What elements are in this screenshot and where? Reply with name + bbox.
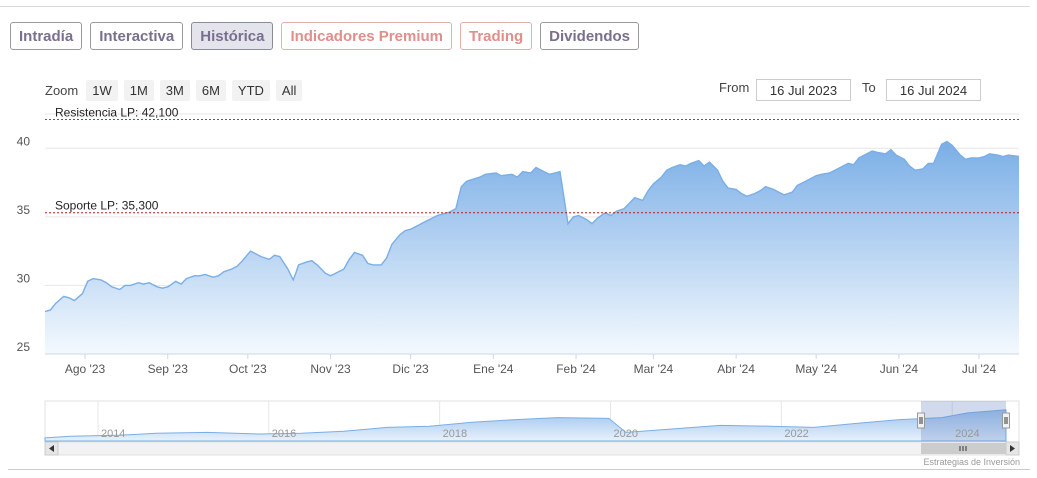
navigator-year-labels: 2014 2016 2018 2020 2022 2024	[101, 428, 980, 440]
from-date-input[interactable]: 16 Jul 2023	[756, 79, 851, 101]
support-label: Soporte LP: 35,300	[55, 199, 159, 213]
bottom-divider	[8, 469, 1030, 470]
scroll-left-arrow-icon	[49, 445, 54, 452]
x-tick-label: Ene '24	[473, 362, 514, 376]
x-tick-label: Sep '23	[148, 362, 189, 376]
navigator-series	[44, 409, 1007, 442]
y-tick-label: 30	[17, 271, 31, 285]
navigator-year-label: 2018	[443, 428, 467, 440]
y-tick-label: 35	[17, 203, 31, 217]
zoom-all-button[interactable]: All	[275, 80, 303, 101]
x-tick-label: Nov '23	[310, 362, 351, 376]
top-divider	[0, 6, 1030, 7]
zoom-selector: Zoom 1W 1M 3M 6M YTD All	[45, 80, 303, 101]
from-label: From	[719, 80, 750, 95]
zoom-1m-button[interactable]: 1M	[123, 80, 154, 101]
zoom-label: Zoom	[45, 83, 79, 98]
x-tick-label: Ago '23	[65, 362, 106, 376]
tab-bar: Intradía Interactiva Histórica Indicador…	[10, 22, 640, 50]
zoom-6m-button[interactable]: 6M	[195, 80, 226, 101]
y-tick-label: 25	[17, 340, 31, 354]
x-axis-labels: Ago '23 Sep '23 Oct '23 Nov '23 Dic '23 Ene '…	[65, 354, 997, 376]
navigator[interactable]: 2014 2016 2018 2020 2022 2024	[44, 400, 1020, 443]
x-tick-label: Abr '24	[717, 362, 755, 376]
credit-label: Estrategias de Inversión	[923, 457, 1020, 467]
scrollbar[interactable]	[44, 441, 1020, 456]
price-area	[45, 141, 1019, 354]
tab-interactiva[interactable]: Interactiva	[90, 22, 184, 50]
navigator-year-label: 2016	[272, 428, 296, 440]
y-tick-label: 40	[17, 134, 31, 148]
to-label: To	[862, 80, 876, 95]
price-line	[44, 140, 1020, 313]
tab-historica[interactable]: Histórica	[191, 22, 274, 50]
navigator-year-label: 2024	[955, 428, 979, 440]
annotations: Resistencia LP: 42,100 Soporte LP: 35,300	[45, 105, 1019, 214]
tab-dividendos[interactable]: Dividendos	[540, 22, 640, 50]
x-tick-label: Mar '24	[634, 362, 674, 376]
navigator-selection[interactable]	[921, 401, 1006, 442]
navigator-year-label: 2020	[613, 428, 637, 440]
x-tick-label: Oct '23	[229, 362, 267, 376]
tab-indicadores-premium[interactable]: Indicadores Premium	[281, 22, 452, 50]
x-tick-label: Jul '24	[962, 362, 997, 376]
navigator-year-label: 2014	[101, 428, 125, 440]
zoom-ytd-button[interactable]: YTD	[231, 80, 270, 101]
navigator-left-handle[interactable]	[917, 412, 925, 429]
x-tick-label: Dic '23	[392, 362, 429, 376]
to-date-input[interactable]: 16 Jul 2024	[886, 79, 981, 101]
y-axis-labels: 25 30 35 40	[17, 134, 31, 354]
x-tick-label: Jun '24	[880, 362, 919, 376]
navigator-right-handle[interactable]	[1002, 412, 1010, 429]
tab-intradia[interactable]: Intradía	[10, 22, 83, 50]
tab-trading[interactable]: Trading	[460, 22, 533, 50]
scrollbar-track[interactable]	[44, 441, 1020, 456]
zoom-1w-button[interactable]: 1W	[86, 80, 118, 101]
zoom-3m-button[interactable]: 3M	[159, 80, 190, 101]
scroll-right-arrow-icon	[1010, 445, 1015, 452]
navigator-year-label: 2022	[784, 428, 808, 440]
x-tick-label: May '24	[795, 362, 837, 376]
resistance-label: Resistencia LP: 42,100	[55, 105, 179, 119]
x-tick-label: Feb '24	[556, 362, 596, 376]
